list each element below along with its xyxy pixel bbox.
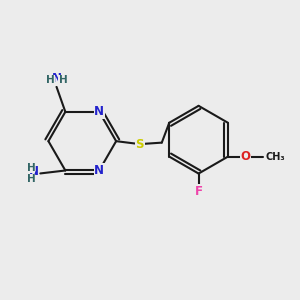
Text: N: N [29,166,39,178]
Text: N: N [94,105,104,118]
Text: H: H [26,174,35,184]
Text: H: H [58,75,68,85]
Text: F: F [195,185,203,198]
Text: N: N [94,164,104,177]
Text: H: H [26,163,35,172]
Text: S: S [135,138,144,151]
Text: N: N [52,72,61,85]
Text: H: H [46,75,54,85]
Text: CH₃: CH₃ [266,152,285,162]
Text: O: O [241,150,250,163]
